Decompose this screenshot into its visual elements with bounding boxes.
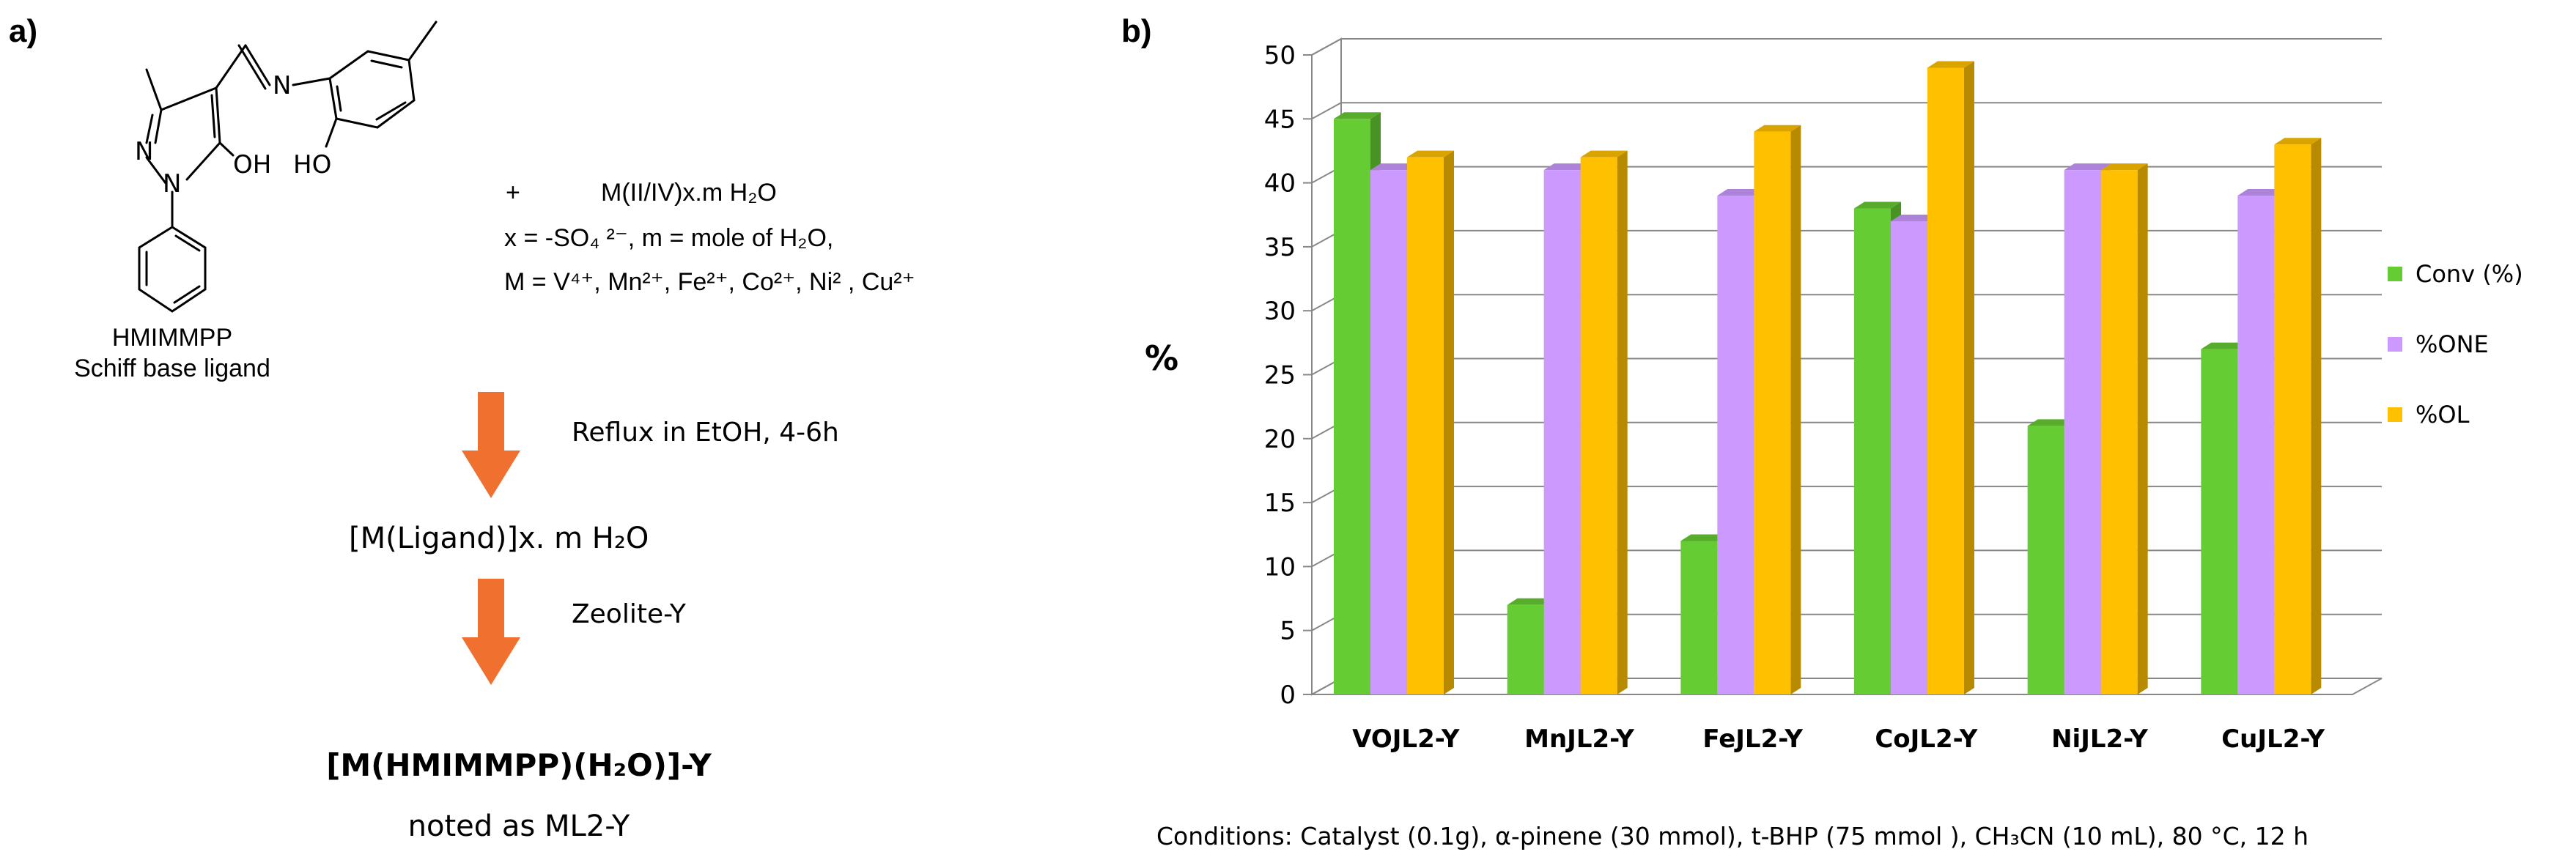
phenol-oh-atom: HO <box>293 150 331 179</box>
bar <box>1543 170 1581 694</box>
bar-side <box>1617 150 1628 694</box>
bar-top <box>1370 163 1417 171</box>
bar-top <box>1680 534 1728 541</box>
legend-label: Conv (%) <box>2416 260 2523 288</box>
bar-top <box>1927 61 1974 68</box>
x-category-label: MnJL2-Y <box>1524 724 1634 754</box>
y-tick-label: 45 <box>1264 105 1296 134</box>
ligand-caption: HMIMMPP Schiff base ligand <box>26 322 319 384</box>
reagent-plus: + <box>506 179 520 207</box>
bar-top <box>1854 201 1901 209</box>
bar-top <box>2274 138 2322 145</box>
reaction-arrow-2 <box>462 579 520 685</box>
panel-b-label: b) <box>1121 13 1152 49</box>
bar-top <box>1334 112 1381 119</box>
intermediate-complex: [M(Ligand)]x. m H₂O <box>349 522 649 555</box>
gridline-diag <box>1311 102 1342 120</box>
bar-side <box>2311 138 2322 695</box>
bar <box>2064 170 2101 694</box>
bar-top <box>2027 419 2075 426</box>
panel-a-label: a) <box>9 13 38 49</box>
bar-top <box>2201 342 2248 349</box>
y-tick-label: 50 <box>1264 41 1296 70</box>
bar <box>2237 196 2275 694</box>
bar <box>1754 131 1791 694</box>
bar <box>1370 170 1407 694</box>
bar-top <box>1717 189 1765 196</box>
legend-swatch <box>2388 267 2402 281</box>
y-tick-label: 0 <box>1280 681 1296 710</box>
bar <box>1580 157 1617 694</box>
y-axis-label: % <box>1145 338 1179 378</box>
legend-swatch <box>2388 407 2402 422</box>
legend-label: %ONE <box>2416 330 2489 358</box>
y-tick-label: 10 <box>1264 552 1296 582</box>
product-note: noted as ML2-Y <box>407 809 630 843</box>
ligand-structure: N OH HO N N <box>135 21 438 313</box>
x-category-label: CoJL2-Y <box>1875 724 1977 754</box>
bar <box>1854 208 1891 694</box>
bar <box>2027 426 2064 694</box>
pyrazole-oh-atom: OH <box>233 150 271 179</box>
ligand-name: HMIMMPP <box>111 324 233 352</box>
bar-top <box>2100 163 2148 171</box>
y-tick-label: 5 <box>1280 617 1296 646</box>
bar-top <box>2064 163 2111 171</box>
reaction-conditions: Conditions: Catalyst (0.1g), α-pinene (3… <box>1156 822 2309 850</box>
legend-item: Conv (%) <box>2388 260 2523 288</box>
chart-legend: Conv (%) %ONE %OL <box>2388 260 2523 429</box>
bar-side <box>2137 163 2148 694</box>
bar <box>1507 604 1544 694</box>
y-tick-label: 15 <box>1264 489 1296 518</box>
y-tick-label: 20 <box>1264 425 1296 454</box>
legend-item: %ONE <box>2388 330 2523 358</box>
reagent-metals: M = V⁴⁺, Mn²⁺, Fe²⁺, Co²⁺, Ni² , Cu²⁺ <box>504 268 915 296</box>
x-category-label: FeJL2-Y <box>1702 724 1803 754</box>
x-category-label: CuJL2-Y <box>2221 724 2325 754</box>
bar <box>1891 220 1927 695</box>
bar <box>1717 196 1754 694</box>
pyrazole-n2-atom: N <box>135 137 153 166</box>
x-category-label: NiJL2-Y <box>2051 724 2148 754</box>
bar-top <box>1754 125 1801 132</box>
y-tick-label: 25 <box>1264 361 1296 390</box>
bar-side <box>1790 125 1801 694</box>
x-category-label: VOJL2-Y <box>1352 724 1460 754</box>
bar-top <box>1407 150 1454 157</box>
bar <box>2100 170 2138 694</box>
bar-top <box>2237 189 2285 196</box>
y-tick-label: 30 <box>1264 297 1296 326</box>
bar-top <box>1543 163 1591 171</box>
y-tick-label: 40 <box>1264 169 1296 199</box>
y-tick-label: 35 <box>1264 233 1296 262</box>
bar <box>1407 157 1444 694</box>
step-1-conditions: Reflux in EtOH, 4-6h <box>572 418 839 448</box>
bar <box>1927 67 1964 694</box>
bar-top <box>1507 598 1554 605</box>
legend-label: %OL <box>2416 401 2470 429</box>
pyrazole-n1-atom: N <box>163 169 181 199</box>
product-formula: [M(HMIMMPP)(H₂O)]-Y <box>326 747 712 783</box>
reagent-anion: x = -SO₄ ²⁻, m = mole of H₂O, <box>504 224 834 252</box>
ligand-subtitle: Schiff base ligand <box>74 355 270 382</box>
reagent-formula: M(II/IV)x.m H₂O <box>601 179 777 207</box>
legend-swatch <box>2388 337 2402 352</box>
bar <box>1680 541 1718 694</box>
bar-side <box>1444 150 1454 694</box>
bar <box>1334 119 1370 695</box>
legend-item: %OL <box>2388 401 2523 429</box>
reaction-arrow-1 <box>462 392 520 498</box>
bar <box>2274 144 2311 695</box>
bar-top <box>1580 150 1628 157</box>
step-2-support: Zeolite-Y <box>572 599 686 629</box>
bar-top <box>1891 214 1938 221</box>
imine-n-atom: N <box>273 71 291 100</box>
bar <box>2201 349 2238 694</box>
gridline-diag <box>1311 38 1342 56</box>
bar-side <box>1964 61 1974 694</box>
